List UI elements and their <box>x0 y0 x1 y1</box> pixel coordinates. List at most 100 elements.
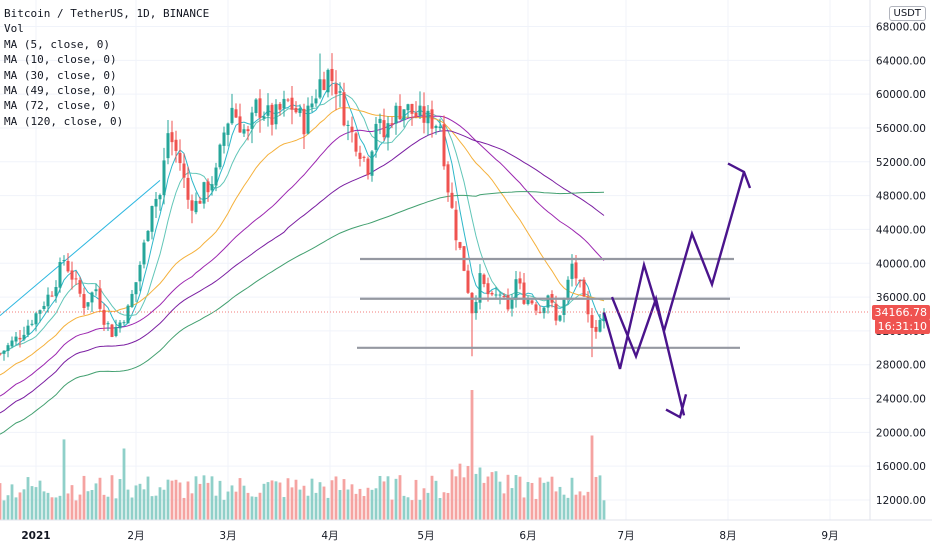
volume-bar <box>582 495 586 520</box>
support-resistance-levels <box>357 257 740 349</box>
volume-bar <box>526 482 530 520</box>
candle-body <box>474 302 478 314</box>
time-tick-label: 3月 <box>219 530 236 542</box>
volume-bar <box>266 482 270 520</box>
volume-bar <box>366 487 370 520</box>
candle-body <box>10 340 14 347</box>
candle-body <box>270 104 274 125</box>
volume-bar <box>166 479 170 520</box>
time-tick-label: 7月 <box>617 530 634 542</box>
candle-body <box>66 260 70 272</box>
price-tick-label: 52000.00 <box>876 157 926 169</box>
candle-body <box>582 279 586 297</box>
candle-body <box>446 164 450 193</box>
volume-bar <box>62 439 66 520</box>
candle-body <box>58 262 62 288</box>
volume-bar <box>118 479 122 520</box>
volume-bar <box>210 476 214 520</box>
candle-body <box>410 103 414 114</box>
time-tick-label: 5月 <box>417 530 434 542</box>
volume-bar <box>282 497 286 520</box>
volume-bar <box>398 475 402 520</box>
candle-body <box>146 230 150 242</box>
ma30-label[interactable]: MA (30, close, 0) <box>4 68 117 82</box>
price-tick-label: 44000.00 <box>876 224 926 236</box>
price-tick-label: 36000.00 <box>876 292 926 304</box>
volume-bar <box>134 485 138 520</box>
chart-legend: Bitcoin / TetherUS, 1D, BINANCE Vol MA (… <box>4 6 209 129</box>
volume-bar <box>234 491 238 520</box>
ma10-label[interactable]: MA (10, close, 0) <box>4 53 117 67</box>
volume-bar <box>2 500 6 520</box>
ma49-line <box>0 115 605 397</box>
candle-body <box>182 163 186 178</box>
candle-body <box>74 278 78 280</box>
currency-badge[interactable]: USDT <box>888 6 926 21</box>
candle-body <box>530 300 534 304</box>
volume-bar <box>490 472 494 520</box>
candle-body <box>134 282 138 295</box>
candle-body <box>30 323 34 325</box>
candle-body <box>434 125 438 129</box>
volume-bar <box>66 493 70 520</box>
candle-body <box>506 295 510 310</box>
volume-bar <box>562 494 566 520</box>
volume-bar <box>222 499 226 520</box>
projection-drawings <box>602 162 752 419</box>
candle-body <box>130 293 134 307</box>
candle-body <box>378 118 382 124</box>
volume-bar <box>70 485 74 520</box>
candle-body <box>242 129 246 134</box>
candle-body <box>438 126 442 129</box>
volume-bar <box>442 492 446 520</box>
symbol-title[interactable]: Bitcoin / TetherUS, 1D, BINANCE <box>4 7 210 20</box>
volume-bar <box>262 483 266 520</box>
volume-bar <box>194 476 198 520</box>
candle-body <box>338 91 342 93</box>
volume-bar <box>574 494 578 520</box>
candle-body <box>382 120 386 138</box>
candle-body <box>250 112 254 129</box>
volume-bar <box>546 481 550 520</box>
candle-body <box>514 279 518 301</box>
ma72-label[interactable]: MA (72, close, 0) <box>4 99 117 113</box>
candle-body <box>254 99 258 113</box>
volume-bar <box>350 484 354 520</box>
candle-body <box>346 124 350 127</box>
volume-bar <box>162 489 166 520</box>
candle-body <box>78 280 82 294</box>
time-tick-label: 8月 <box>719 530 736 542</box>
candle-body <box>306 105 310 134</box>
ma5-label[interactable]: MA (5, close, 0) <box>4 37 110 51</box>
volume-bar <box>54 497 58 520</box>
candle-body <box>34 313 38 325</box>
volume-bar <box>370 489 374 520</box>
volume-bar <box>122 448 126 520</box>
volume-bar <box>458 463 462 520</box>
candle-body <box>478 273 482 303</box>
volume-bar <box>322 486 326 520</box>
candle-body <box>458 242 462 248</box>
candle-body <box>386 123 390 138</box>
volume-bar <box>422 488 426 520</box>
candle-body <box>94 289 98 292</box>
volume-bar <box>214 495 218 520</box>
candle-body <box>454 209 458 241</box>
volume-bar <box>570 477 574 520</box>
candle-body <box>22 334 26 340</box>
volume-bar <box>130 497 134 520</box>
volume-bar <box>138 483 142 520</box>
volume-bar <box>318 482 322 520</box>
vol-label[interactable]: Vol <box>4 22 24 36</box>
volume-bar <box>90 490 94 520</box>
current-price-tag: 34166.78 <box>871 305 930 320</box>
ma49-label[interactable]: MA (49, close, 0) <box>4 84 117 98</box>
time-axis: 2021 2月 3月 4月 5月 6月 7月 8月 9月 <box>21 530 838 542</box>
ma120-label[interactable]: MA (120, close, 0) <box>4 114 124 128</box>
candle-body <box>158 195 162 200</box>
candle-body <box>126 305 130 324</box>
candle-body <box>482 274 486 285</box>
volume-bar <box>482 482 486 520</box>
